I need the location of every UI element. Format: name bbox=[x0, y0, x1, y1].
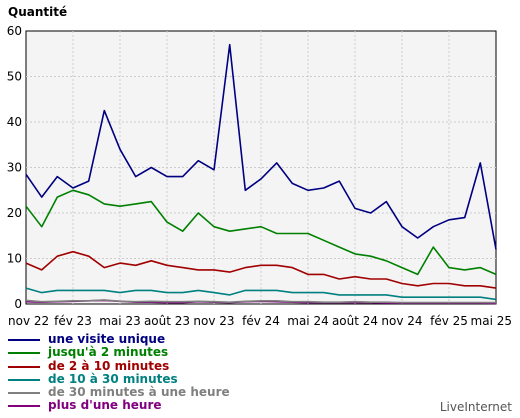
x-tick-label: août 23 bbox=[144, 314, 190, 328]
y-tick-label: 10 bbox=[7, 252, 22, 266]
y-tick-label: 20 bbox=[7, 206, 22, 220]
x-tick-label: nov 22 bbox=[8, 314, 49, 328]
legend-swatch bbox=[8, 378, 40, 381]
legend-swatch bbox=[8, 352, 40, 355]
legend-label: de 2 à 10 minutes bbox=[48, 358, 170, 373]
x-tick-label: fév 25 bbox=[430, 314, 468, 328]
legend-label: de 30 minutes à une heure bbox=[48, 385, 230, 400]
series-line bbox=[25, 299, 496, 304]
legend-item: une visite unique bbox=[8, 333, 308, 346]
legend-label: plus d'une heure bbox=[48, 398, 162, 413]
legend-item: de 2 à 10 minutes bbox=[8, 358, 308, 373]
series-line bbox=[25, 189, 497, 276]
x-tick-label: mai 24 bbox=[287, 314, 328, 328]
y-tick-label: 30 bbox=[7, 161, 22, 175]
series-line bbox=[25, 250, 497, 289]
legend-label: jusqu'à 2 minutes bbox=[48, 345, 169, 360]
legend-swatch bbox=[8, 405, 40, 408]
y-tick-label: 40 bbox=[7, 115, 22, 129]
y-tick-label: 50 bbox=[7, 70, 22, 84]
legend-swatch bbox=[8, 339, 40, 341]
legend-swatch bbox=[8, 365, 40, 368]
line-chart: Quantité 0 10 20 30 40 50 60 nov 22 fév 23 mai 2… bbox=[7, 5, 512, 328]
series-line bbox=[25, 43, 497, 250]
y-axis-label: Quantité bbox=[8, 5, 67, 19]
legend-item: de 10 à 30 minutes bbox=[8, 371, 308, 386]
legend-label: de 10 à 30 minutes bbox=[48, 371, 178, 386]
x-tick-label: nov 24 bbox=[381, 314, 422, 328]
x-tick-label: fév 24 bbox=[242, 314, 280, 328]
x-tick-label: mai 25 bbox=[471, 314, 512, 328]
legend-label: une visite unique bbox=[48, 332, 166, 346]
legend-item: plus d'une heure bbox=[8, 399, 308, 412]
y-tick-label: 60 bbox=[7, 24, 22, 38]
legend: une visite unique jusqu'à 2 minutes de 2 à… bbox=[8, 333, 308, 413]
series-line bbox=[25, 287, 497, 301]
x-tick-label: mai 23 bbox=[99, 314, 140, 328]
x-tick-label: nov 23 bbox=[193, 314, 234, 328]
legend-item: jusqu'à 2 minutes bbox=[8, 346, 308, 359]
x-tick-label: fév 23 bbox=[54, 314, 92, 328]
legend-swatch bbox=[8, 392, 40, 395]
legend-item: de 30 minutes à une heure bbox=[8, 386, 308, 399]
credit-label: LiveInternet bbox=[439, 400, 512, 414]
x-tick-label: août 24 bbox=[332, 314, 378, 328]
y-tick-label: 0 bbox=[14, 297, 22, 311]
